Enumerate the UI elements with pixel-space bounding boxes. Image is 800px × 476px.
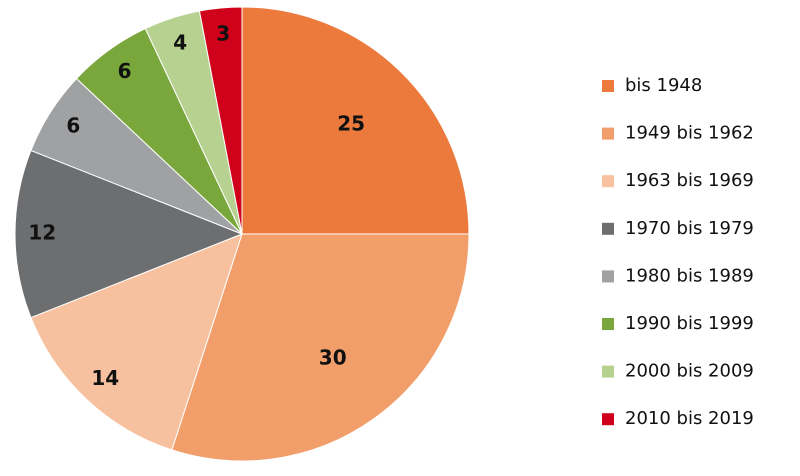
legend-swatch	[602, 80, 614, 92]
slice-label: 4	[173, 31, 187, 55]
legend-swatch	[602, 318, 614, 330]
legend-swatch	[602, 175, 614, 188]
legend-swatch	[602, 365, 614, 378]
legend-swatch	[602, 222, 614, 235]
legend-swatch	[602, 127, 614, 140]
pie-slice	[30, 233, 243, 451]
legend-label: 1949 bis 1962	[625, 123, 754, 144]
pie-slice	[171, 233, 470, 462]
legend-swatch	[602, 413, 614, 426]
slice-label: 25	[337, 111, 365, 135]
pie-slice	[241, 6, 470, 235]
slice-label: 6	[118, 59, 132, 83]
slice-label: 14	[91, 366, 119, 390]
legend-label: 1963 bis 1969	[625, 170, 754, 191]
slice-label: 30	[319, 345, 347, 369]
legend-label: 2010 bis 2019	[625, 408, 754, 429]
legend-label: 1980 bis 1989	[625, 265, 754, 286]
legend-label: bis 1948	[625, 75, 702, 96]
slice-label: 6	[66, 113, 80, 137]
pie-slice	[14, 149, 244, 319]
slice-label: 3	[216, 22, 230, 46]
pie-slice	[198, 6, 243, 235]
slice-label: 12	[28, 221, 56, 245]
legend-swatch	[602, 270, 614, 283]
legend-label: 1970 bis 1979	[625, 218, 754, 239]
legend-label: 1990 bis 1999	[625, 313, 754, 334]
legend-label: 2000 bis 2009	[625, 361, 754, 382]
